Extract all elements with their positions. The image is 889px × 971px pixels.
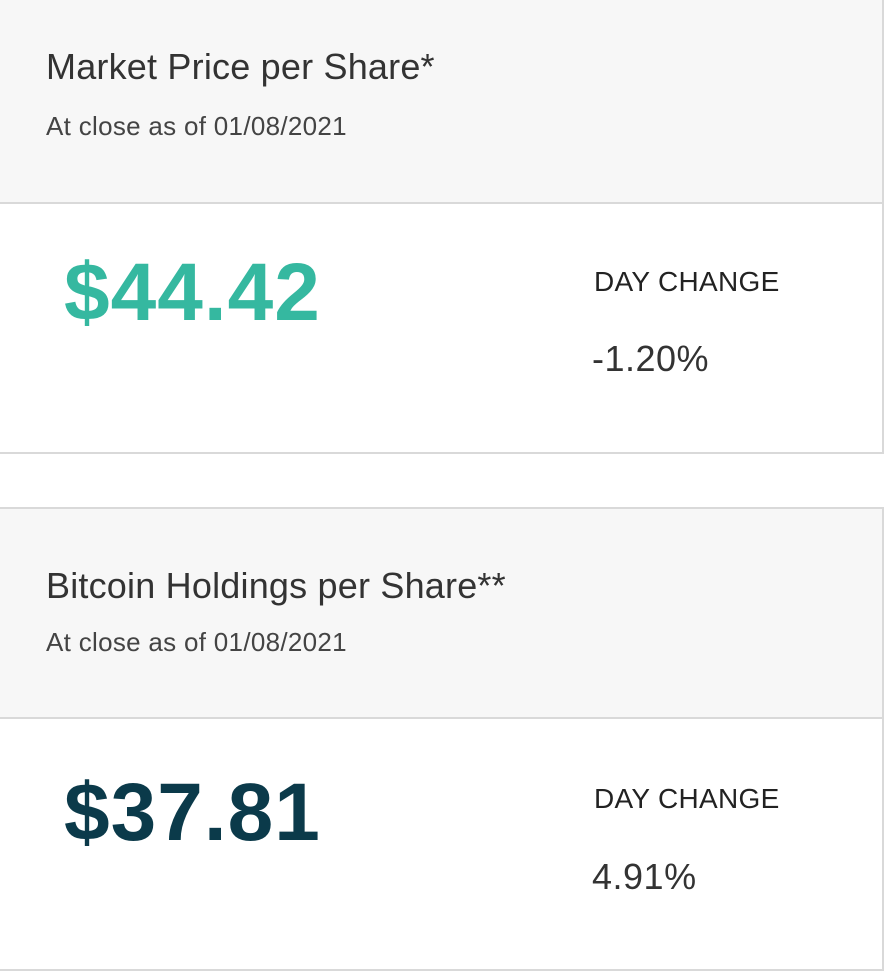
market-price-day-change-value: -1.20%: [592, 338, 710, 379]
market-price-header: [0, 0, 882, 204]
bitcoin-holdings-day-change-label: DAY CHANGE: [594, 783, 780, 814]
bitcoin-holdings-date: At close as of 01/08/2021: [46, 627, 347, 657]
bitcoin-holdings-card: Bitcoin Holdings per Share** At close as…: [0, 507, 884, 971]
bitcoin-holdings-day-change-value: 4.91%: [592, 856, 697, 897]
bitcoin-holdings-title: Bitcoin Holdings per Share**: [46, 565, 506, 606]
market-price-value: $44.42: [64, 247, 321, 338]
market-price-title: Market Price per Share*: [46, 46, 435, 87]
bitcoin-holdings-header: [0, 509, 882, 719]
market-price-day-change-label: DAY CHANGE: [594, 266, 780, 297]
bitcoin-holdings-value: $37.81: [64, 767, 321, 858]
market-price-card: Market Price per Share* At close as of 0…: [0, 0, 884, 454]
market-price-date: At close as of 01/08/2021: [46, 111, 347, 141]
